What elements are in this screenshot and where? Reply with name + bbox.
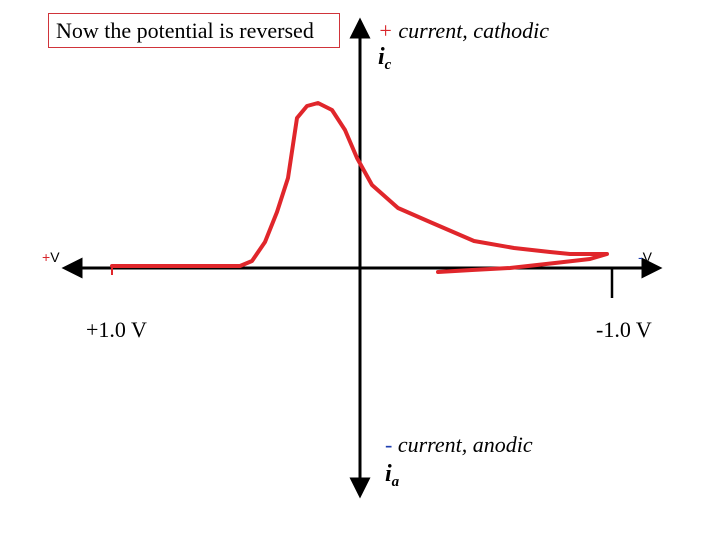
negative-potential-value: -1.0 V (596, 317, 652, 342)
caption-text: Now the potential is reversed (56, 18, 314, 43)
anodic-text: current, anodic (392, 432, 533, 457)
cathodic-symbol-letter: i (378, 44, 385, 70)
anodic-current-label: - current, anodic (385, 432, 533, 458)
cathodic-current-label: + current, cathodic (378, 18, 549, 44)
cathodic-current-symbol: ic (378, 44, 391, 74)
anodic-subscript: a (391, 474, 400, 490)
positive-potential-label: +V (42, 249, 60, 265)
cathodic-subscript: c (384, 57, 392, 73)
caption-box: Now the potential is reversed (48, 13, 340, 48)
anodic-symbol-letter: i (385, 461, 392, 487)
positive-potential-sign: + (42, 249, 51, 265)
positive-potential-value: +1.0 V (86, 317, 147, 342)
negative-potential-label: -V (638, 249, 652, 265)
anodic-current-symbol: ia (385, 461, 399, 491)
anodic-sign: - (385, 432, 393, 457)
positive-potential-unit: V (50, 249, 60, 265)
voltammogram-curve (110, 101, 609, 274)
negative-potential-unit: V (642, 249, 653, 265)
cathodic-sign: + (378, 18, 393, 43)
cathodic-text: current, cathodic (392, 18, 550, 43)
negative-potential-sign: - (638, 249, 643, 265)
